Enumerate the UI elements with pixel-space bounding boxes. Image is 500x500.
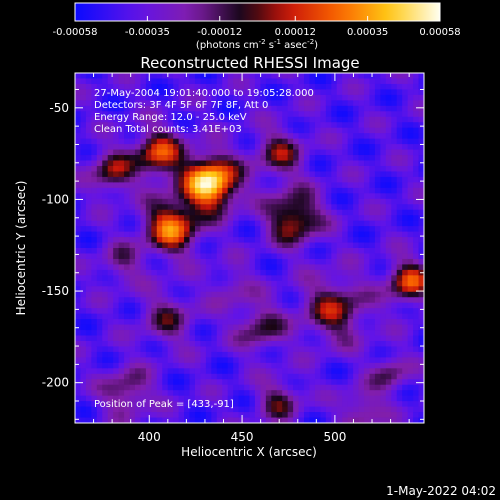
axis-ticks: 400 450 500 -50 -100 -150 -200 <box>42 73 424 444</box>
colorbar-tick-label: -0.00012 <box>197 27 242 38</box>
colorbar-tick-label: 0.00035 <box>347 27 388 38</box>
colorbar-tick-label: -0.00035 <box>125 27 170 38</box>
colorbar-tick-label: -0.00058 <box>53 27 98 38</box>
colorbar-tick-label: 0.00058 <box>419 27 460 38</box>
colorbar-ticks: -0.00058 -0.00035 -0.00012 0.00012 0.00035 0.… <box>53 2 461 38</box>
annotation-time: 27-May-2004 19:01:40.000 to 19:05:28.000 <box>94 88 314 99</box>
chart-title: Reconstructed RHESSI Image <box>140 54 359 72</box>
annotation-block: 27-May-2004 19:01:40.000 to 19:05:28.000… <box>94 88 314 410</box>
plot-frame <box>74 72 425 424</box>
heatmap-image <box>75 73 425 424</box>
footer-date: 1-May-2022 04:02 <box>386 484 496 498</box>
y-tick-label: -100 <box>42 192 69 206</box>
annotation-clean: Clean Total counts: 3.41E+03 <box>94 124 242 135</box>
colorbar-units: (photons cm-2 s-1 asec-2) <box>196 38 318 51</box>
y-tick-label: -150 <box>42 284 69 298</box>
x-tick-label: 500 <box>323 430 346 444</box>
colorbar-tick-label: 0.00012 <box>275 27 316 38</box>
annotation-peak: Position of Peak = [433,-91] <box>94 399 234 410</box>
annotation-energy: Energy Range: 12.0 - 25.0 keV <box>94 112 247 123</box>
colorbar: -0.00058 -0.00035 -0.00012 0.00012 0.00035 0.… <box>53 2 461 51</box>
x-axis-label: Heliocentric X (arcsec) <box>181 445 317 459</box>
annotation-detectors: Detectors: 3F 4F 5F 6F 7F 8F, Att 0 <box>94 100 268 111</box>
x-tick-label: 400 <box>138 430 161 444</box>
y-axis-label: Heliocentric Y (arcsec) <box>14 181 28 316</box>
y-tick-label: -200 <box>42 376 69 390</box>
colorbar-gradient <box>75 3 440 21</box>
x-tick-label: 450 <box>231 430 254 444</box>
y-tick-label: -50 <box>49 101 69 115</box>
